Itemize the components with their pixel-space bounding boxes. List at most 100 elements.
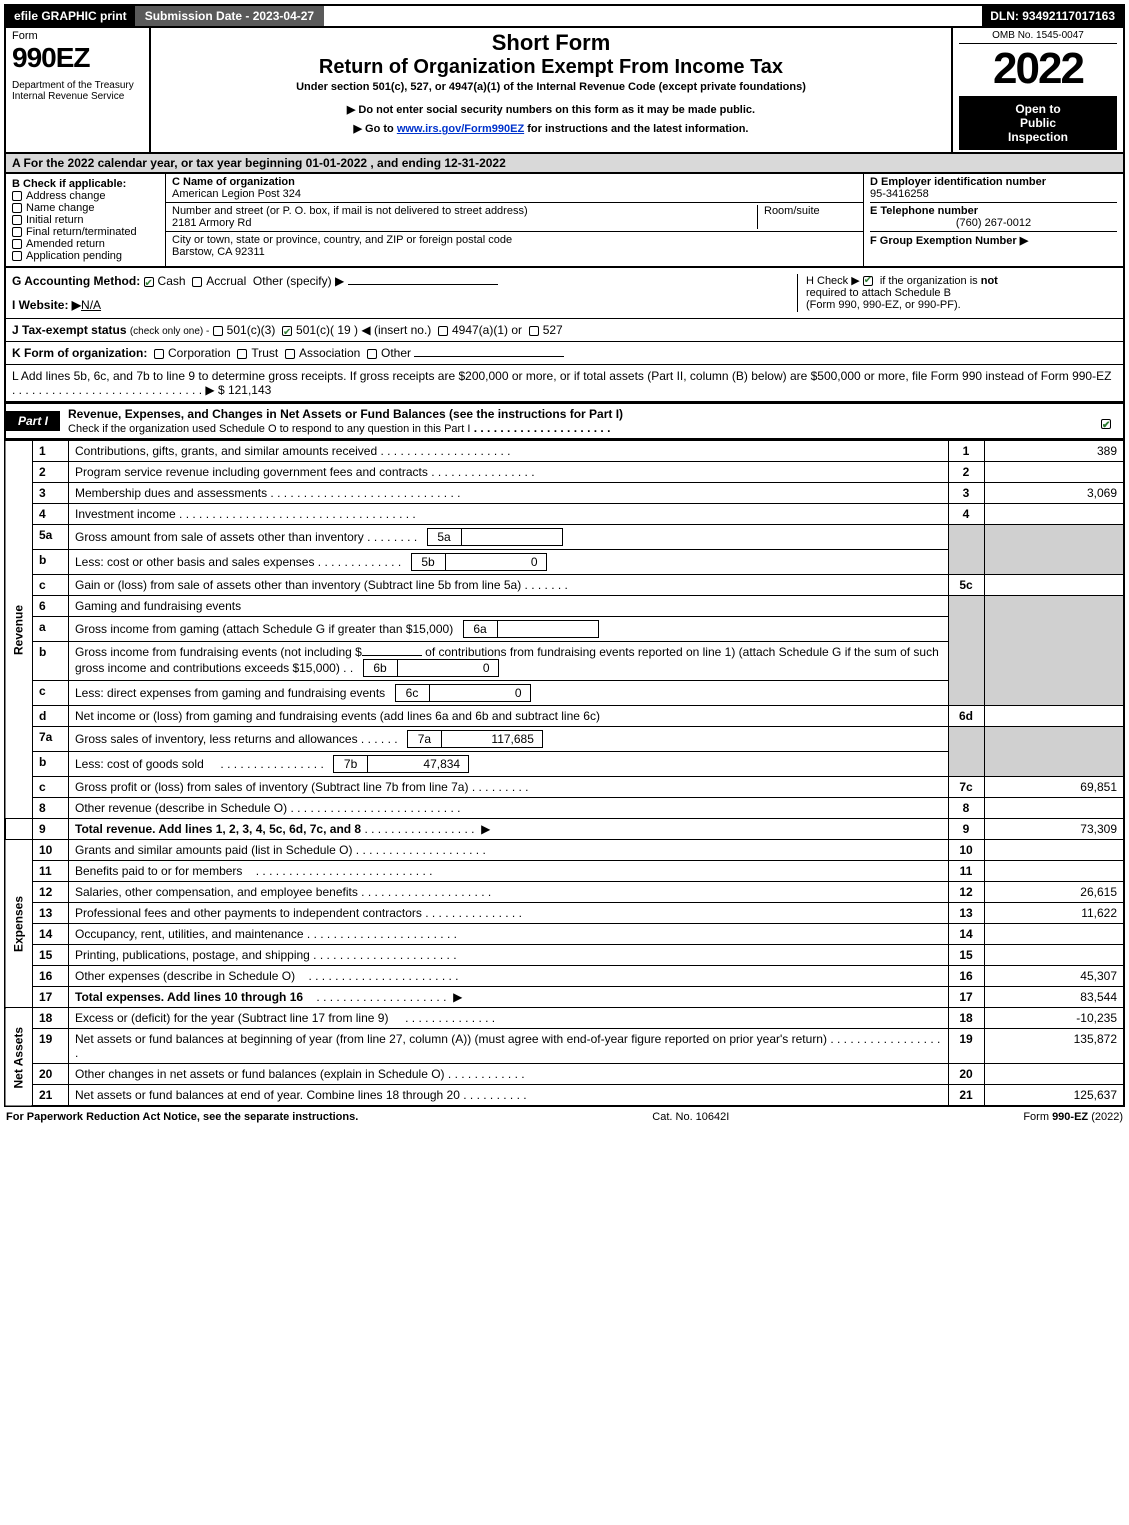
amt-2 [984,462,1124,483]
l-text: L Add lines 5b, 6c, and 7b to line 9 to … [12,369,1111,383]
note-ssn: ▶ Do not enter social security numbers o… [159,103,943,116]
subtitle: Under section 501(c), 527, or 4947(a)(1)… [159,81,943,93]
chk-corp[interactable] [154,349,164,359]
ln-7c: c [33,777,69,798]
chk-label-address: Address change [26,190,106,202]
line-7b-desc: Less: cost of goods sold . . . . . . . .… [69,752,949,777]
amt-10 [984,840,1124,861]
ln-13r: 13 [948,903,984,924]
c-label: C Name of organization [172,176,857,188]
h-text1: H Check ▶ [806,275,860,287]
dept-treasury: Department of the Treasury [12,80,143,91]
line-9-desc: Total revenue. Add lines 1, 2, 3, 4, 5c,… [69,819,949,840]
i-website-row: I Website: ▶N/A [12,298,797,312]
chk-trust[interactable] [237,349,247,359]
ln-18r: 18 [948,1008,984,1029]
ln-6b: b [33,642,69,681]
omb-number: OMB No. 1545-0047 [959,30,1117,44]
ln-6d: d [33,706,69,727]
ln-3: 3 [33,483,69,504]
g-other-input[interactable] [348,284,498,285]
efile-print-label[interactable]: efile GRAPHIC print [6,6,135,26]
ln-8r: 8 [948,798,984,819]
chk-schedule-o[interactable] [1101,419,1111,429]
ln-21r: 21 [948,1085,984,1107]
ln-5ab-shade [948,525,984,575]
chk-address-change[interactable]: Address change [12,190,159,202]
chk-schedule-b[interactable] [863,276,873,286]
org-name: American Legion Post 324 [172,188,857,200]
line-13-desc: Professional fees and other payments to … [69,903,949,924]
ln-7b: b [33,752,69,777]
h-schedule-b: H Check ▶ if the organization is not req… [797,274,1117,312]
amt-6-shade [984,596,1124,706]
ln-12: 12 [33,882,69,903]
chk-501c[interactable] [282,326,292,336]
chk-name-change[interactable]: Name change [12,202,159,214]
col-d-identifiers: D Employer identification number 95-3416… [863,174,1123,266]
amt-19: 135,872 [984,1029,1124,1064]
amt-18: -10,235 [984,1008,1124,1029]
chk-label-amended: Amended return [26,238,105,250]
g-cash: Cash [158,274,186,288]
chk-accrual[interactable] [192,277,202,287]
ln-8: 8 [33,798,69,819]
k-assoc: Association [299,346,360,360]
short-form-title: Short Form [159,30,943,56]
ln-18: 18 [33,1008,69,1029]
amt-4 [984,504,1124,525]
chk-label-initial: Initial return [26,214,83,226]
website-value: N/A [81,298,101,312]
chk-4947[interactable] [438,326,448,336]
l-amount: ▶ $ 121,143 [205,383,271,397]
amt-7ab-shade [984,727,1124,777]
line-6b-desc: Gross income from fundraising events (no… [69,642,949,681]
header-right: OMB No. 1545-0047 2022 Open to Public In… [953,28,1123,152]
h-not: not [981,275,998,287]
g-label: G Accounting Method: [12,274,140,288]
line-6a-desc: Gross income from gaming (attach Schedul… [69,617,949,642]
chk-527[interactable] [529,326,539,336]
chk-application-pending[interactable]: Application pending [12,250,159,262]
open-line1: Open to [963,102,1113,116]
line-14-desc: Occupancy, rent, utilities, and maintena… [69,924,949,945]
b-title: B Check if applicable: [12,178,159,190]
ln-17r: 17 [948,987,984,1008]
k-other-input[interactable] [414,356,564,357]
mid-7b: 7b47,834 [333,755,469,773]
j-4947: 4947(a)(1) or [452,323,522,337]
part1-lines-table: Revenue 1 Contributions, gifts, grants, … [4,440,1125,1107]
ln-6-shade [948,596,984,706]
note-goto-pre: ▶ Go to [354,123,397,135]
amt-21: 125,637 [984,1085,1124,1107]
chk-final-return[interactable]: Final return/terminated [12,226,159,238]
ln-5cr: 5c [948,575,984,596]
ein-label: D Employer identification number [870,176,1117,188]
chk-cash[interactable] [144,277,154,287]
chk-other-org[interactable] [367,349,377,359]
ln-20r: 20 [948,1064,984,1085]
mid-5a: 5a [427,528,563,546]
line-6b-input[interactable] [362,655,422,656]
city-label: City or town, state or province, country… [172,234,857,246]
row-l-gross-receipts: L Add lines 5b, 6c, and 7b to line 9 to … [4,365,1125,403]
street-label: Number and street (or P. O. box, if mail… [172,205,757,217]
irs-link[interactable]: www.irs.gov/Form990EZ [397,123,524,135]
part1-tab: Part I [6,411,60,431]
ln-1: 1 [33,441,69,462]
j-label: J Tax-exempt status [12,323,127,337]
k-label: K Form of organization: [12,346,147,360]
ln-10: 10 [33,840,69,861]
side-netassets: Net Assets [5,1008,33,1107]
part1-title-text: Revenue, Expenses, and Changes in Net As… [68,407,623,421]
side-revenue: Revenue [5,441,33,819]
chk-501c3[interactable] [213,326,223,336]
amt-7c: 69,851 [984,777,1124,798]
chk-assoc[interactable] [285,349,295,359]
footer-right: Form 990-EZ (2022) [1023,1111,1123,1123]
amt-9: 73,309 [984,819,1124,840]
chk-initial-return[interactable]: Initial return [12,214,159,226]
j-sub: (check only one) - [130,326,209,337]
amt-5c [984,575,1124,596]
chk-amended-return[interactable]: Amended return [12,238,159,250]
